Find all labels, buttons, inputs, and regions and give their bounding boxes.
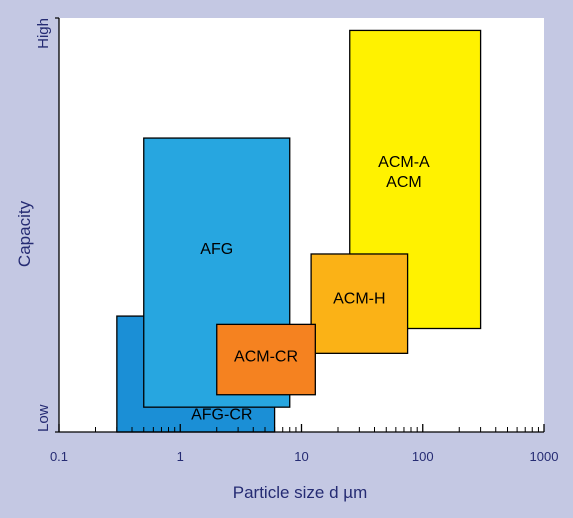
rectangle-labels: AFG-CR AFG ACM-A ACM ACM-H ACM-CR [191, 154, 430, 424]
range-label-acm-cr: ACM-CR [234, 349, 298, 366]
x-tick-labels: 0.1 1 10 100 1000 [50, 449, 559, 464]
range-label-afg: AFG [200, 241, 233, 258]
range-label-acm-h: ACM-H [333, 291, 385, 308]
x-tick-label: 1 [177, 449, 184, 464]
range-label-afg-cr: AFG-CR [191, 407, 252, 424]
range-rect-acm-h [310, 253, 409, 354]
y-tick-labels: Low High [35, 18, 52, 432]
y-tick-label: Low [35, 404, 52, 432]
range-rectangles [116, 29, 482, 433]
x-tick-label: 1000 [530, 449, 559, 464]
x-axis-title: Particle size d µm [233, 483, 368, 502]
range-rect-acm-cr [216, 323, 316, 396]
y-axis-title: Capacity [15, 200, 34, 267]
range-label-acm-a-acm: ACM-A ACM [378, 154, 430, 191]
x-tick-label: 100 [412, 449, 434, 464]
x-tick-label: 10 [294, 449, 308, 464]
x-tick-label: 0.1 [50, 449, 68, 464]
y-tick-label: High [35, 18, 52, 49]
axes [55, 17, 545, 433]
